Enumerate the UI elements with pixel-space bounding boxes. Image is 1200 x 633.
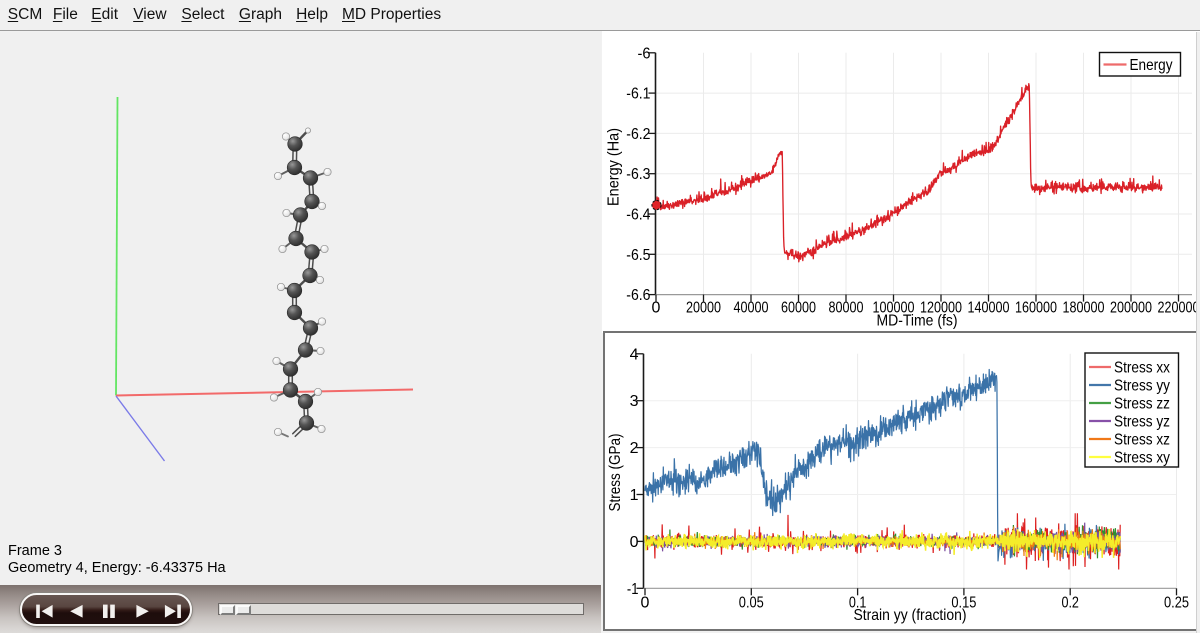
svg-text:1: 1 xyxy=(630,487,639,504)
svg-text:200000: 200000 xyxy=(1110,300,1152,317)
svg-text:4: 4 xyxy=(630,346,639,363)
svg-text:-6.1: -6.1 xyxy=(626,86,650,103)
svg-text:20000: 20000 xyxy=(686,300,721,317)
svg-text:Energy (Ha): Energy (Ha) xyxy=(605,128,622,206)
svg-text:0: 0 xyxy=(630,534,639,551)
svg-text:0.15: 0.15 xyxy=(951,594,976,611)
svg-text:Stress xy: Stress xy xyxy=(1114,450,1170,467)
svg-text:-6.3: -6.3 xyxy=(626,166,650,183)
svg-text:0.05: 0.05 xyxy=(739,594,764,611)
svg-text:0.2: 0.2 xyxy=(1061,594,1079,611)
svg-text:-6.5: -6.5 xyxy=(626,247,650,264)
svg-text:MD-Time (fs): MD-Time (fs) xyxy=(877,313,958,330)
svg-text:0: 0 xyxy=(652,300,661,317)
svg-text:-6.6: -6.6 xyxy=(626,287,650,304)
svg-text:220000: 220000 xyxy=(1158,300,1200,317)
svg-text:Energy: Energy xyxy=(1130,57,1173,74)
svg-text:80000: 80000 xyxy=(829,300,864,317)
svg-text:Stress (GPa): Stress (GPa) xyxy=(607,434,624,512)
svg-text:Stress yz: Stress yz xyxy=(1114,414,1170,431)
svg-text:Stress xx: Stress xx xyxy=(1114,360,1170,377)
svg-text:180000: 180000 xyxy=(1063,300,1105,317)
svg-text:100000: 100000 xyxy=(873,300,915,317)
svg-text:120000: 120000 xyxy=(920,300,962,317)
svg-text:-6: -6 xyxy=(638,45,651,62)
svg-text:2: 2 xyxy=(630,440,639,457)
svg-text:40000: 40000 xyxy=(734,300,769,317)
svg-text:140000: 140000 xyxy=(968,300,1010,317)
svg-text:Stress zz: Stress zz xyxy=(1114,396,1170,413)
svg-text:-6.4: -6.4 xyxy=(626,207,650,224)
svg-text:0.25: 0.25 xyxy=(1164,594,1189,611)
svg-text:Stress xz: Stress xz xyxy=(1114,432,1170,449)
svg-text:60000: 60000 xyxy=(781,300,816,317)
svg-text:-6.2: -6.2 xyxy=(626,126,650,143)
svg-text:160000: 160000 xyxy=(1015,300,1057,317)
svg-text:0.1: 0.1 xyxy=(849,594,867,611)
svg-text:-1: -1 xyxy=(627,581,639,598)
svg-text:0: 0 xyxy=(641,594,650,611)
svg-text:3: 3 xyxy=(630,393,639,410)
svg-text:Stress yy: Stress yy xyxy=(1114,378,1170,395)
svg-text:Strain yy (fraction): Strain yy (fraction) xyxy=(854,607,967,624)
